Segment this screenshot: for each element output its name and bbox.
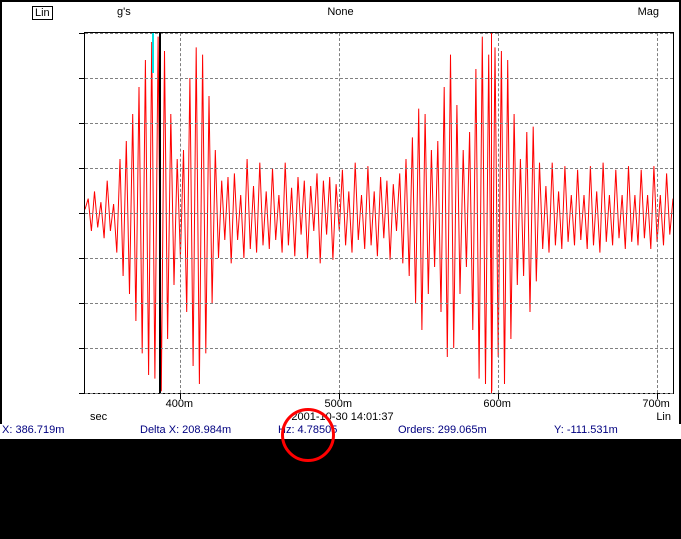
grid-line-h bbox=[85, 393, 673, 394]
y-tick bbox=[79, 258, 85, 259]
top-label-row: Lin g's None Mag bbox=[12, 6, 669, 22]
y-tick bbox=[79, 168, 85, 169]
cursor-status-bar: X: 386.719m Delta X: 208.984m Hz: 4.7850… bbox=[0, 424, 681, 439]
x-axis-unit-label: sec bbox=[90, 411, 107, 423]
y-tick bbox=[79, 303, 85, 304]
display-mode-label: Mag bbox=[638, 6, 659, 18]
x-tick-label: 400m bbox=[166, 398, 194, 410]
grid-line-v bbox=[657, 33, 658, 393]
cursor-2[interactable] bbox=[491, 33, 492, 393]
y-scale-toggle[interactable]: Lin bbox=[32, 6, 53, 20]
y-tick bbox=[79, 348, 85, 349]
cursor-deltax-readout: Delta X: 208.984m bbox=[140, 424, 231, 436]
grid-line-v bbox=[180, 33, 181, 393]
y-tick bbox=[79, 123, 85, 124]
cursor-orders-readout: Orders: 299.065m bbox=[398, 424, 487, 436]
grid-line-h bbox=[85, 168, 673, 169]
y-tick bbox=[79, 213, 85, 214]
cursor-y-readout: Y: -111.531m bbox=[554, 424, 618, 436]
chart-panel: Lin g's None Mag sec Lin 2001-10-30 14:0… bbox=[0, 0, 681, 440]
x-tick-label: 600m bbox=[483, 398, 511, 410]
marker-cyan-icon bbox=[152, 33, 154, 73]
grid-line-h bbox=[85, 33, 673, 34]
y-axis-unit-label: g's bbox=[117, 6, 131, 18]
grid-line-h bbox=[85, 348, 673, 349]
chart-title: None bbox=[327, 6, 353, 18]
y-tick bbox=[79, 33, 85, 34]
grid-line-h bbox=[85, 78, 673, 79]
y-tick bbox=[79, 393, 85, 394]
x-tick-label: 700m bbox=[642, 398, 670, 410]
y-tick bbox=[79, 78, 85, 79]
timestamp-label: 2001-10-30 14:01:37 bbox=[291, 411, 393, 423]
grid-line-h bbox=[85, 258, 673, 259]
grid-line-h bbox=[85, 213, 673, 214]
cursor-1[interactable] bbox=[159, 33, 161, 393]
plot-area[interactable] bbox=[84, 32, 674, 394]
grid-line-h bbox=[85, 123, 673, 124]
grid-line-h bbox=[85, 303, 673, 304]
grid-line-v bbox=[339, 33, 340, 393]
grid-line-v bbox=[498, 33, 499, 393]
cursor-hz-readout: Hz: 4.78505 bbox=[278, 424, 337, 436]
x-tick-label: 500m bbox=[325, 398, 353, 410]
x-scale-label: Lin bbox=[656, 411, 671, 423]
cursor-x-readout: X: 386.719m bbox=[2, 424, 64, 436]
